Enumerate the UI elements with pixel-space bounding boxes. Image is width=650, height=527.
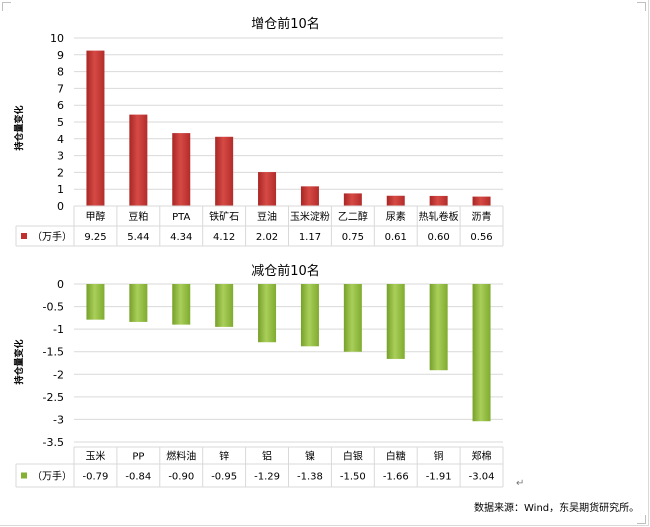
paragraph-mark: ↵ (516, 478, 525, 489)
bar-玉米 (86, 284, 105, 320)
category-label: 铜 (434, 451, 444, 463)
legend-swatch (21, 472, 27, 479)
category-label: 玉米 (85, 450, 105, 463)
legend-label: （万手） (32, 230, 72, 243)
y-tick-label: -1 (53, 323, 64, 336)
bar-豆油 (258, 172, 277, 206)
bar-玉米淀粉 (300, 186, 319, 206)
bar-白糖 (386, 284, 405, 359)
data-value-label: 9.25 (84, 232, 106, 243)
bar-甲醇 (86, 50, 105, 206)
y-tick-label: -0.5 (43, 301, 64, 314)
data-value-label: -1.50 (340, 472, 366, 483)
category-label: 锌 (219, 450, 229, 463)
data-value-label: 0.75 (342, 232, 364, 243)
data-value-label: 0.60 (428, 232, 450, 243)
category-label: 豆粕 (128, 210, 148, 223)
bar-尿素 (386, 195, 405, 206)
category-label: 乙二醇 (338, 210, 368, 223)
data-value-label: 2.02 (256, 232, 278, 243)
data-value-label: 1.17 (299, 232, 321, 243)
data-value-label: 0.61 (385, 232, 407, 243)
data-value-label: -1.66 (383, 472, 409, 483)
chart-title: 减仓前10名 (251, 263, 320, 279)
page-corner-mark (2, 2, 11, 11)
category-label: 铁矿石 (209, 210, 239, 223)
y-tick-label: 5 (57, 116, 64, 129)
bar-PP (129, 284, 148, 322)
category-label: 郑棉 (472, 450, 492, 463)
data-value-label: 4.12 (213, 232, 235, 243)
bar-沥青 (472, 196, 491, 206)
y-tick-label: 8 (57, 66, 64, 79)
bar-热轧卷板 (429, 195, 448, 206)
bar-PTA (172, 133, 191, 206)
bar-镍 (300, 284, 319, 347)
data-value-label: 0.56 (470, 232, 492, 243)
category-label: PTA (172, 212, 190, 223)
y-tick-label: 4 (57, 133, 64, 146)
category-label: PP (132, 452, 144, 463)
data-value-label: 4.34 (170, 232, 192, 243)
data-value-label: -0.84 (125, 472, 151, 483)
bar-豆粕 (129, 114, 148, 206)
data-value-label: -1.91 (426, 472, 452, 483)
y-tick-label: -1.5 (43, 346, 64, 359)
y-axis-label: 持仓量变化 (13, 339, 25, 384)
y-tick-label: -2.5 (43, 391, 64, 404)
y-tick-label: -2 (53, 368, 64, 381)
y-tick-label: 6 (57, 99, 64, 112)
category-label: 白银 (343, 450, 363, 463)
y-tick-label: -3 (53, 413, 64, 426)
page-corner-mark (637, 515, 646, 524)
data-value-label: -0.95 (211, 472, 237, 483)
bar-锌 (215, 284, 234, 327)
y-tick-label: -3.5 (43, 436, 64, 449)
category-label: 白糖 (386, 450, 406, 463)
page-corner-mark (637, 2, 646, 11)
category-label: 玉米淀粉 (290, 210, 330, 223)
bar-燃料油 (172, 284, 191, 325)
bar-郑棉 (472, 284, 491, 422)
category-label: 沥青 (472, 210, 492, 223)
legend-swatch (21, 233, 27, 239)
y-tick-label: 2 (57, 166, 64, 179)
bar-乙二醇 (343, 193, 362, 206)
y-tick-label: 0 (57, 200, 64, 213)
data-value-label: -3.04 (469, 472, 495, 483)
category-label: 甲醇 (85, 210, 105, 223)
category-label: 铝 (262, 451, 272, 463)
category-label: 尿素 (386, 210, 406, 223)
y-axis-label: 持仓量变化 (13, 105, 25, 150)
category-label: 燃料油 (166, 450, 196, 463)
data-value-label: -0.90 (168, 472, 194, 483)
chart-title: 增仓前10名 (251, 16, 320, 32)
y-tick-label: 9 (57, 49, 64, 62)
y-tick-label: 7 (57, 82, 64, 95)
y-tick-label: 1 (57, 183, 64, 196)
source-note: 数据来源：Wind，东吴期货研究所。 (474, 503, 640, 514)
category-label: 镍 (305, 450, 315, 463)
data-value-label: -0.79 (83, 472, 109, 483)
category-label: 豆油 (257, 210, 277, 223)
y-tick-label: 0 (57, 278, 64, 291)
data-value-label: -1.38 (297, 472, 323, 483)
bar-铝 (258, 284, 277, 343)
data-value-label: 5.44 (127, 232, 149, 243)
legend-label: （万手） (32, 470, 72, 483)
data-value-label: -1.29 (254, 472, 280, 483)
y-tick-label: 10 (50, 32, 64, 45)
bar-白银 (343, 284, 362, 352)
bar-铜 (429, 284, 448, 371)
y-tick-label: 3 (57, 150, 64, 163)
bar-铁矿石 (215, 136, 234, 206)
category-label: 热轧卷板 (419, 210, 459, 223)
